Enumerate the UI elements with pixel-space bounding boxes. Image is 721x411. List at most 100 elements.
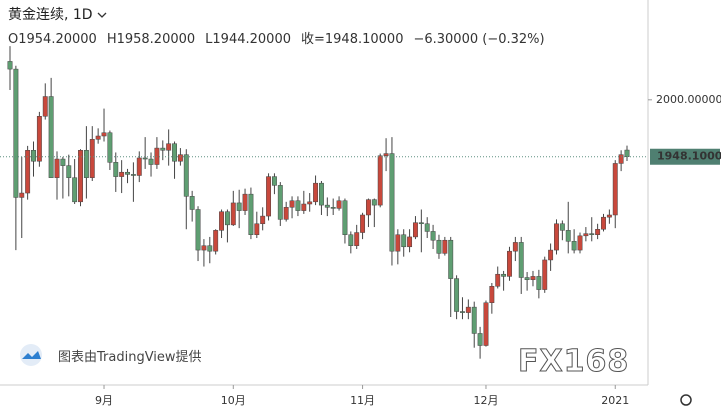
candle-body	[201, 245, 207, 251]
change-value: −6.30000 (−0.32%)	[413, 32, 545, 47]
x-tick-label: 11月	[350, 394, 375, 407]
candle-body	[330, 207, 336, 209]
candle-body	[207, 245, 213, 252]
candle-body	[89, 139, 95, 178]
candle-body	[565, 230, 571, 242]
candle-body	[377, 155, 383, 206]
candle-body	[101, 132, 107, 137]
candle-body	[83, 150, 89, 178]
candle-body	[577, 235, 583, 251]
candle-body	[518, 242, 524, 278]
candle-body	[624, 149, 630, 157]
symbol-text: 黄金连续, 1D	[8, 7, 93, 23]
candle-body	[248, 193, 254, 235]
candle-body	[148, 158, 154, 165]
y-tick-label: 2000.00000	[656, 93, 721, 106]
candle-body	[254, 223, 260, 235]
x-tick-label: 10月	[221, 394, 246, 407]
candle-body	[119, 171, 125, 177]
candle-body	[612, 163, 618, 216]
candle-body	[36, 116, 42, 162]
candle-body	[454, 278, 460, 312]
candle-body	[595, 228, 601, 235]
candle-body	[271, 176, 277, 186]
candle-body	[107, 132, 113, 163]
candle-body	[172, 143, 177, 162]
candle-body	[489, 286, 495, 303]
candle-body	[542, 259, 548, 290]
candle-body	[536, 276, 542, 290]
candle-body	[219, 211, 224, 231]
candle-body	[195, 209, 201, 251]
candle-body	[7, 61, 13, 70]
candle-body	[224, 211, 230, 226]
candle-body	[348, 234, 354, 246]
candle-body	[507, 250, 512, 277]
candle-body	[342, 200, 348, 235]
candle-body	[442, 239, 448, 254]
candle-body	[78, 150, 83, 203]
candle-body	[465, 306, 471, 313]
candle-body	[13, 68, 19, 198]
open-value: O1954.20000	[8, 32, 97, 47]
high-value: H1958.20000	[106, 32, 196, 47]
candle-body	[130, 174, 136, 176]
candle-body	[95, 135, 101, 140]
candle-body	[501, 273, 507, 277]
candle-body	[266, 176, 272, 217]
candle-body	[289, 200, 295, 208]
candle-body	[401, 234, 407, 248]
candle-body	[436, 239, 442, 254]
candle-body	[336, 200, 342, 209]
candle-body	[189, 196, 195, 210]
candle-body	[589, 233, 595, 235]
candle-body	[318, 182, 324, 206]
candle-body	[260, 215, 266, 225]
candle-body	[460, 311, 465, 313]
settings-icon[interactable]	[680, 394, 692, 406]
candle-body	[183, 154, 189, 197]
candle-body	[483, 302, 489, 346]
candle-body	[213, 230, 219, 252]
x-tick-label: 12月	[473, 394, 498, 407]
candle-body	[395, 234, 401, 252]
candle-body	[471, 306, 477, 334]
chevron-icon	[97, 12, 107, 18]
candle-body	[418, 222, 424, 225]
candle-body	[166, 143, 172, 151]
candle-body	[383, 153, 389, 157]
candle-body	[60, 158, 66, 166]
candle-body	[554, 223, 559, 251]
candle-body	[413, 222, 418, 238]
candle-body	[371, 199, 377, 206]
candle-body	[113, 162, 119, 177]
candle-body	[283, 207, 289, 220]
candle-body	[389, 153, 395, 252]
candle-body	[583, 233, 589, 237]
candle-body	[424, 223, 430, 232]
candle-body	[236, 202, 242, 211]
candle-body	[477, 333, 483, 346]
candle-body	[495, 273, 501, 287]
candle-body	[66, 165, 72, 178]
candle-body	[524, 277, 530, 280]
candle-body	[25, 150, 31, 194]
candle-body	[307, 201, 313, 205]
candle-body	[230, 202, 236, 226]
candle-body	[606, 214, 612, 218]
candle-body	[160, 147, 166, 151]
candle-body	[430, 231, 436, 241]
candle-body	[48, 96, 54, 178]
candle-body	[548, 249, 554, 261]
fx168-logo: FX168	[517, 344, 630, 380]
symbol-title[interactable]: 黄金连续, 1D	[8, 4, 107, 24]
candle-body	[354, 232, 360, 246]
watermark[interactable]: 图表由TradingView提供	[16, 344, 202, 366]
last-price-box	[650, 148, 720, 165]
candle-body	[512, 242, 518, 252]
candle-body	[448, 239, 454, 279]
candle-body	[72, 177, 78, 203]
candle-body	[313, 182, 319, 203]
